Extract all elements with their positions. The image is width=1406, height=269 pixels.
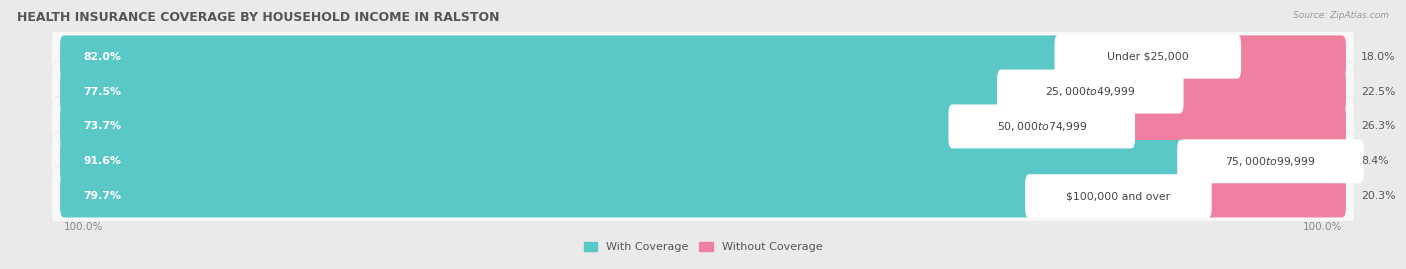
Text: 91.6%: 91.6% xyxy=(83,156,121,166)
FancyBboxPatch shape xyxy=(51,27,1355,87)
Text: $50,000 to $74,999: $50,000 to $74,999 xyxy=(997,120,1087,133)
FancyBboxPatch shape xyxy=(51,62,1355,122)
FancyBboxPatch shape xyxy=(1025,174,1212,218)
FancyBboxPatch shape xyxy=(60,175,1087,217)
Text: 18.0%: 18.0% xyxy=(1361,52,1396,62)
Text: $25,000 to $49,999: $25,000 to $49,999 xyxy=(1045,85,1136,98)
FancyBboxPatch shape xyxy=(949,104,1135,148)
FancyBboxPatch shape xyxy=(1108,36,1346,78)
Text: 82.0%: 82.0% xyxy=(83,52,121,62)
Text: 20.3%: 20.3% xyxy=(1361,191,1396,201)
Text: 100.0%: 100.0% xyxy=(63,222,103,232)
Text: $100,000 and over: $100,000 and over xyxy=(1066,191,1170,201)
Text: 77.5%: 77.5% xyxy=(83,87,121,97)
FancyBboxPatch shape xyxy=(1230,140,1346,183)
FancyBboxPatch shape xyxy=(997,70,1184,114)
Text: 100.0%: 100.0% xyxy=(1303,222,1343,232)
Text: Under $25,000: Under $25,000 xyxy=(1107,52,1188,62)
FancyBboxPatch shape xyxy=(1177,139,1364,183)
FancyBboxPatch shape xyxy=(1078,175,1346,217)
Text: $75,000 to $99,999: $75,000 to $99,999 xyxy=(1226,155,1316,168)
FancyBboxPatch shape xyxy=(1050,70,1346,113)
Text: 22.5%: 22.5% xyxy=(1361,87,1396,97)
Text: 73.7%: 73.7% xyxy=(83,121,121,132)
FancyBboxPatch shape xyxy=(51,131,1355,191)
Text: 79.7%: 79.7% xyxy=(83,191,121,201)
Legend: With Coverage, Without Coverage: With Coverage, Without Coverage xyxy=(579,237,827,256)
FancyBboxPatch shape xyxy=(51,97,1355,156)
Text: 26.3%: 26.3% xyxy=(1361,121,1396,132)
Text: Source: ZipAtlas.com: Source: ZipAtlas.com xyxy=(1294,11,1389,20)
FancyBboxPatch shape xyxy=(51,166,1355,226)
FancyBboxPatch shape xyxy=(60,140,1239,183)
FancyBboxPatch shape xyxy=(60,105,1010,148)
FancyBboxPatch shape xyxy=(60,36,1116,78)
FancyBboxPatch shape xyxy=(1002,105,1346,148)
Text: 8.4%: 8.4% xyxy=(1361,156,1389,166)
FancyBboxPatch shape xyxy=(1054,35,1241,79)
Text: HEALTH INSURANCE COVERAGE BY HOUSEHOLD INCOME IN RALSTON: HEALTH INSURANCE COVERAGE BY HOUSEHOLD I… xyxy=(17,11,499,24)
FancyBboxPatch shape xyxy=(60,70,1059,113)
